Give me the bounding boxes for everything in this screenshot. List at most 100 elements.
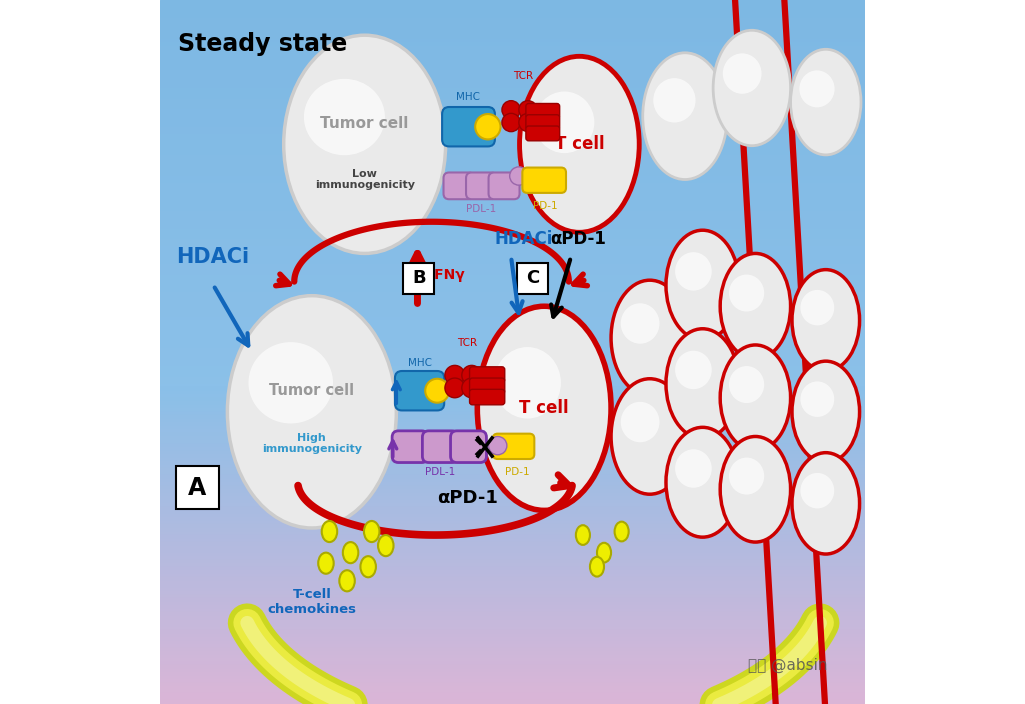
Bar [161,106,864,109]
Text: MHC: MHC [456,92,480,102]
Bar [161,556,864,560]
Text: Tumor cell: Tumor cell [270,383,355,398]
Bar [161,553,864,556]
FancyBboxPatch shape [489,172,520,199]
Bar [161,697,864,700]
Bar [161,524,864,528]
Text: PD-1: PD-1 [505,467,530,477]
Ellipse shape [666,230,739,340]
Bar [161,306,864,310]
Ellipse shape [478,306,611,510]
Bar [161,292,864,296]
Bar [161,584,864,588]
Bar [161,127,864,130]
FancyBboxPatch shape [422,431,458,463]
Bar [161,296,864,299]
Bar [161,419,864,422]
Bar [161,53,864,56]
Bar [161,137,864,141]
Bar [161,197,864,201]
FancyBboxPatch shape [395,371,444,410]
Bar [161,422,864,426]
Text: αPD-1: αPD-1 [549,230,606,249]
Bar [161,359,864,363]
Bar [161,373,864,377]
Bar [161,380,864,384]
Circle shape [425,379,449,403]
Bar [161,253,864,257]
Bar [161,341,864,345]
FancyBboxPatch shape [469,367,504,382]
Bar [161,0,864,4]
Bar [161,669,864,672]
Bar [161,39,864,42]
FancyBboxPatch shape [526,115,560,130]
Ellipse shape [534,92,594,153]
Circle shape [519,101,537,119]
Bar [161,363,864,366]
Bar [161,21,864,25]
Bar [161,60,864,63]
Ellipse shape [342,542,359,563]
Bar [161,172,864,176]
Bar [161,63,864,67]
FancyBboxPatch shape [442,107,495,146]
Text: T-cell
chemokines: T-cell chemokines [268,588,357,616]
Ellipse shape [339,570,355,591]
Ellipse shape [675,252,711,291]
Circle shape [445,365,464,385]
Bar [161,482,864,486]
Ellipse shape [675,449,711,488]
Bar [161,120,864,123]
Ellipse shape [666,427,739,537]
Bar [161,398,864,401]
Bar [161,49,864,53]
Bar [161,387,864,391]
Bar [161,250,864,253]
Bar [161,384,864,387]
Bar [161,602,864,605]
Ellipse shape [643,53,727,180]
Text: High
immunogenicity: High immunogenicity [261,433,362,454]
Bar [161,116,864,120]
Bar [161,28,864,32]
Bar [161,275,864,278]
Bar [161,74,864,77]
Text: Steady state: Steady state [178,32,347,56]
Bar [161,528,864,532]
Bar [161,620,864,623]
Text: TCR: TCR [512,71,533,81]
Bar [161,356,864,359]
Text: T cell: T cell [555,135,604,153]
Bar [161,591,864,595]
Ellipse shape [597,543,611,562]
Bar [161,475,864,479]
Bar [161,92,864,95]
Bar [161,616,864,620]
Text: Tumor cell: Tumor cell [321,115,409,131]
Bar [161,546,864,549]
Bar [161,517,864,521]
Ellipse shape [792,453,860,554]
Bar [161,303,864,306]
Bar [161,162,864,165]
Bar [161,81,864,84]
Ellipse shape [378,535,394,556]
Circle shape [476,114,500,139]
Ellipse shape [801,382,834,417]
Bar [161,278,864,282]
Text: MHC: MHC [408,358,432,368]
Bar [161,539,864,542]
Bar [161,535,864,539]
Text: αPD-1: αPD-1 [437,489,498,508]
Bar [161,299,864,303]
Bar [161,14,864,18]
Bar [161,289,864,292]
Bar [161,440,864,444]
Bar [161,612,864,616]
Bar [161,102,864,106]
Circle shape [502,113,521,132]
Bar [161,408,864,412]
Text: B: B [412,269,425,287]
Bar [161,563,864,567]
